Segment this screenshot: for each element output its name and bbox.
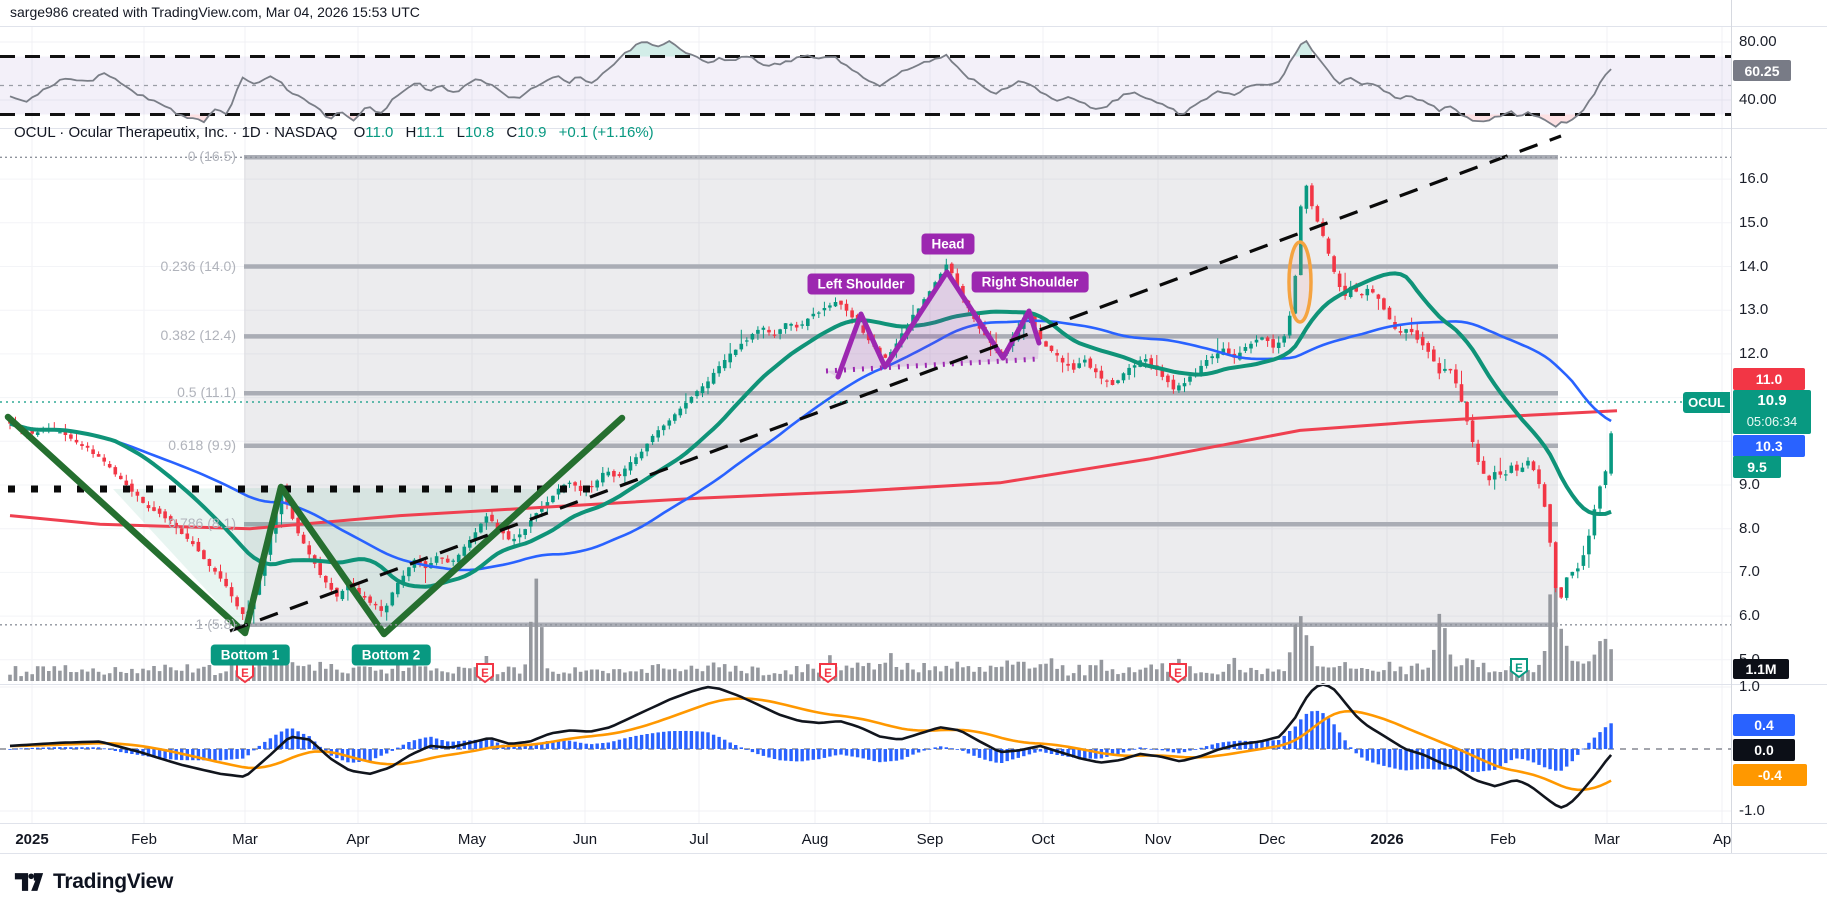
time-axis-label: Sep	[916, 831, 944, 848]
axis-tick-label: 15.0	[1739, 213, 1769, 231]
axis-tick-label: 13.0	[1739, 301, 1769, 319]
time-axis-label: 2025	[15, 831, 49, 848]
axis-tick-label: 16.0	[1739, 170, 1769, 188]
fib-level-label[interactable]: 0.618 (9.9)	[168, 436, 236, 453]
svg-text:E: E	[481, 668, 489, 680]
ma20-badge[interactable]: 9.5	[1733, 456, 1781, 478]
volume-badge[interactable]: 1.1M	[1733, 659, 1789, 679]
macd-signal-line	[10, 697, 1612, 792]
time-axis-label: Dec	[1258, 831, 1286, 848]
time-axis-label: Oct	[1031, 831, 1055, 848]
symbol-price-chip[interactable]: OCUL	[1683, 392, 1730, 413]
ma50-badge[interactable]: 10.3	[1733, 435, 1805, 457]
time-axis-label: Jun	[572, 831, 598, 848]
fib-level-label[interactable]: 1 (5.8)	[195, 615, 236, 632]
earnings-icon: E	[1510, 658, 1528, 679]
axis-tick-label: 6.0	[1739, 607, 1760, 625]
axis-tick-label: 80.00	[1739, 33, 1777, 50]
time-axis-label: Ap	[1712, 831, 1732, 848]
ma20-line	[9, 271, 1612, 589]
symbol-legend[interactable]: OCUL · Ocular Therapeutix, Inc. · 1D · N…	[14, 124, 654, 141]
fib-level-label[interactable]: 0.382 (12.4)	[160, 327, 237, 344]
earnings-icon: E	[819, 663, 837, 684]
pane-separator-main-macd[interactable]	[0, 684, 1827, 685]
axis-bottom-border	[0, 853, 1827, 854]
tradingview-logo-text: TradingView	[53, 870, 174, 893]
axis-tick-label: 7.0	[1739, 563, 1760, 581]
time-axis-label: Mar	[232, 831, 258, 848]
tradingview-logo[interactable]: TradingView	[14, 870, 173, 894]
macd-histogram	[8, 710, 1613, 772]
earnings-icon: E	[476, 663, 494, 684]
time-axis-label: Mar	[1594, 831, 1620, 848]
fib-level-label[interactable]: 0.236 (14.0)	[160, 257, 237, 274]
macd-signal-badge[interactable]: -0.4	[1733, 764, 1807, 786]
svg-text:E: E	[1515, 663, 1523, 675]
ellipse-drawing	[1287, 240, 1313, 324]
earnings-icon: E	[236, 663, 254, 684]
fib-level-label[interactable]: 0.786 (8.1)	[168, 515, 236, 532]
axis-tick-label: 1.0	[1739, 678, 1760, 695]
macd-line-badge[interactable]: 0.0	[1733, 739, 1795, 761]
axis-tick-label: 9.0	[1739, 476, 1760, 493]
time-axis-label: May	[457, 831, 487, 848]
axis-tick-label: -1.0	[1739, 802, 1765, 819]
fib-level-label[interactable]: 0.5 (11.1)	[177, 384, 236, 401]
axis-tick-label: 40.00	[1739, 91, 1777, 108]
macd-main-line	[9, 683, 1613, 809]
time-axis-label: Jul	[689, 831, 709, 848]
high-label: H	[405, 124, 417, 141]
fib-level-label[interactable]: 0 (16.5)	[187, 148, 236, 165]
axis-tick-label: 8.0	[1739, 519, 1760, 537]
last-price-badge[interactable]: 10.9 05:06:34	[1733, 390, 1811, 434]
bottom2-pattern-label[interactable]: Bottom 2	[351, 644, 431, 666]
right-shoulder-pattern-label[interactable]: Right Shoulder	[971, 271, 1089, 293]
rsi-line	[9, 39, 1612, 128]
macd-hist-badge[interactable]: 0.4	[1733, 714, 1795, 736]
pane-separator-macd-axis	[0, 823, 1827, 824]
change-value: +0.1 (+1.16%)	[558, 124, 654, 141]
open-value: 11.0	[365, 124, 394, 141]
symbol-title[interactable]: OCUL · Ocular Therapeutix, Inc. · 1D · N…	[14, 124, 338, 141]
price-scale-border	[1731, 0, 1732, 853]
close-label: C	[506, 124, 518, 141]
time-axis-label: Feb	[1490, 831, 1516, 848]
head-shoulders-drawing	[835, 269, 1042, 380]
low-label: L	[456, 124, 465, 141]
price-line-badge[interactable]: 11.0	[1733, 368, 1805, 390]
low-value: 10.8	[465, 124, 495, 141]
svg-text:E: E	[824, 668, 832, 680]
close-value: 10.9	[517, 124, 547, 141]
time-axis-label: Feb	[131, 831, 157, 848]
time-axis-label: Aug	[801, 831, 829, 848]
axis-tick-label: 14.0	[1739, 257, 1769, 275]
axis-tick-label: 12.0	[1739, 344, 1769, 362]
open-label: O	[353, 124, 366, 141]
time-axis-label: Nov	[1144, 831, 1172, 848]
pane-separator-rsi-main[interactable]	[0, 128, 1827, 129]
double-bottom-drawing	[4, 413, 626, 638]
bottom1-pattern-label[interactable]: Bottom 1	[210, 644, 290, 666]
red-ma-line	[9, 409, 1618, 531]
high-value: 11.1	[416, 124, 445, 141]
head-pattern-label[interactable]: Head	[921, 233, 975, 255]
pane-separator-top	[0, 26, 1827, 27]
tradingview-logo-icon	[14, 873, 44, 891]
last-price-value: 10.9	[1757, 392, 1787, 409]
trendline-dashed	[229, 134, 1562, 633]
left-shoulder-pattern-label[interactable]: Left Shoulder	[807, 273, 915, 295]
earnings-icon: E	[1169, 663, 1187, 684]
rsi-value-badge[interactable]: 60.25	[1733, 60, 1791, 81]
svg-text:E: E	[241, 668, 249, 680]
attribution-text: sarge986 created with TradingView.com, M…	[10, 4, 420, 20]
time-axis-label: Apr	[346, 831, 370, 848]
svg-text:E: E	[1174, 668, 1182, 680]
time-axis-label: 2026	[1370, 831, 1404, 848]
bar-countdown: 05:06:34	[1746, 414, 1798, 429]
